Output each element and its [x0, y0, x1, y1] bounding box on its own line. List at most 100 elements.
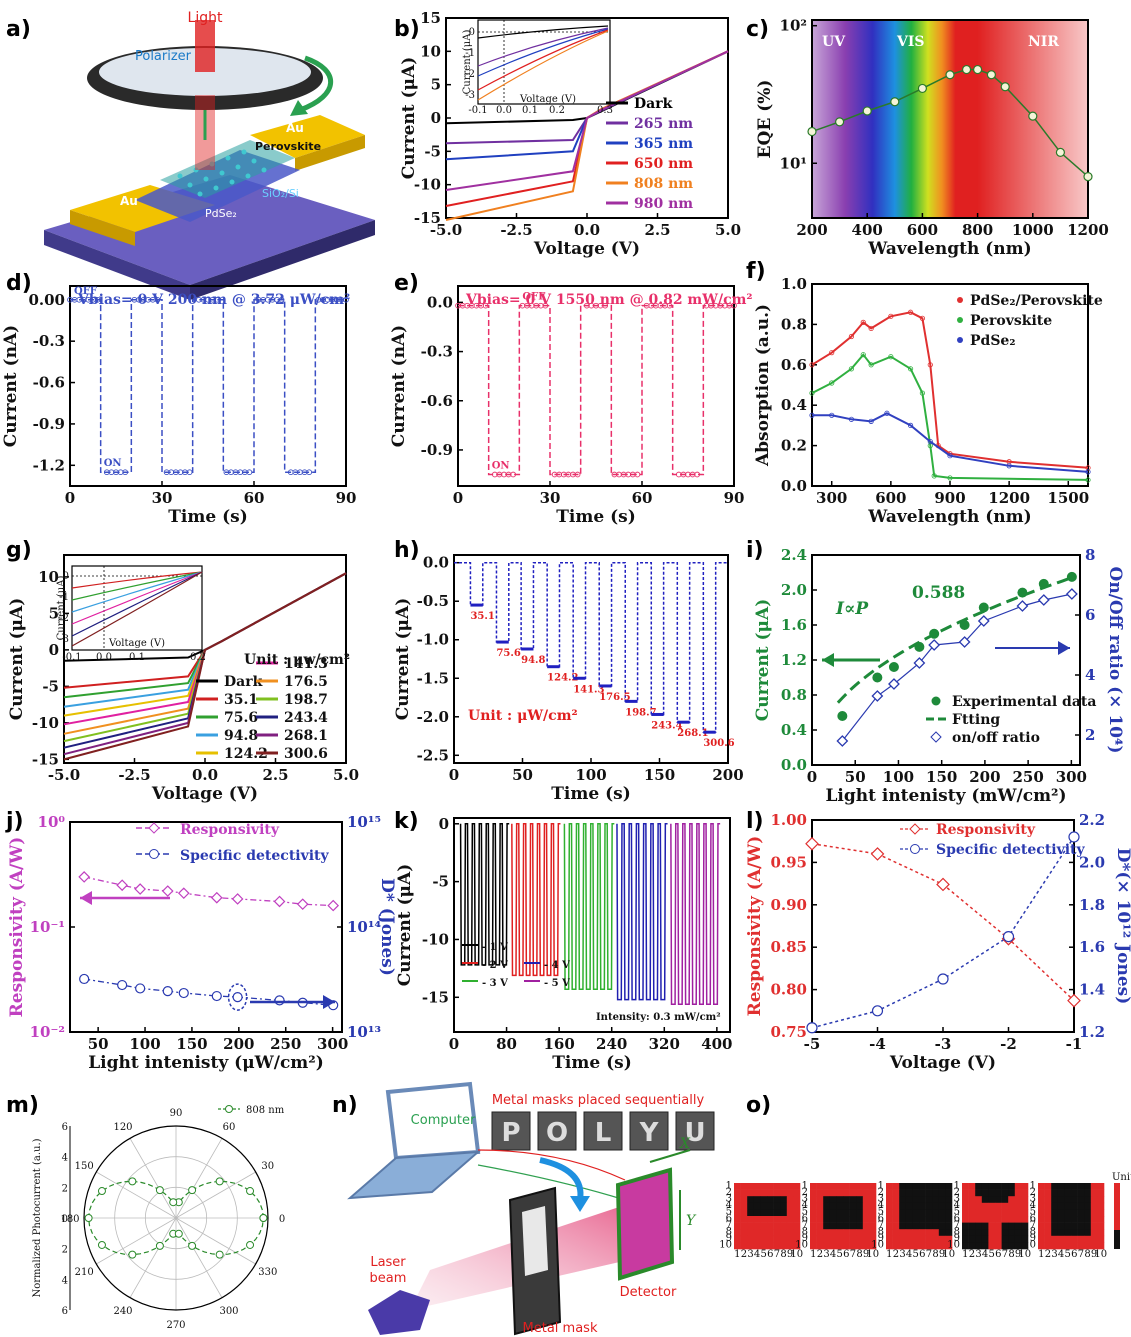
x-tick-label-f-2: 900	[934, 489, 965, 507]
legend-label-f-1: Perovskite	[970, 313, 1052, 329]
heatmap-ytick-L-8: 9	[878, 1233, 884, 1244]
y-tick-label-f-3: 0.6	[781, 356, 807, 374]
heatmap-cell-O-3-4	[836, 1202, 844, 1210]
heatmap-cell-O-9-0	[810, 1242, 817, 1250]
panel-label-c: c)	[746, 17, 769, 42]
heatmap-ytick-L-6: 7	[878, 1220, 884, 1231]
polar-radial-tick-4: 2	[62, 1245, 68, 1256]
heatmap-cell-U-0-2	[1051, 1183, 1059, 1190]
power-law-exponent: 0.588	[912, 583, 965, 603]
legend-marker-l-0	[909, 823, 921, 835]
heatmap-cell-P-7-0	[734, 1229, 741, 1237]
heatmap-ytick-P-1: 2	[726, 1187, 732, 1198]
heatmap-cell-Y-5-0	[962, 1216, 969, 1223]
heatmap-cell-U-9-2	[1051, 1242, 1059, 1250]
eqe-point-2	[862, 106, 872, 116]
heatmap-cell-L-3-9	[945, 1202, 953, 1210]
inset-b-curve-365	[477, 28, 609, 77]
absorption-point-0-5	[888, 313, 894, 319]
x-axis-label-g: Voltage (V)	[151, 784, 258, 804]
heatmap-cell-P-4-6	[773, 1209, 781, 1217]
polar-angle-label-4: 330	[258, 1267, 277, 1278]
heatmap-cell-P-0-7	[780, 1183, 788, 1190]
legend-marker-l-1	[910, 844, 920, 854]
heatmap-cell-L-5-9	[945, 1216, 953, 1223]
heatmap-cell-P-1-5	[767, 1189, 774, 1197]
arrowhead-right-i	[1058, 641, 1070, 655]
mask-tile-o	[537, 1111, 577, 1151]
heatmap-cell-O-1-5	[843, 1189, 850, 1197]
heatmap-cell-O-4-2	[823, 1209, 831, 1217]
heatmap-ytick-L-9: 10	[871, 1240, 884, 1251]
y-tick-label-d-0: 0.00	[28, 291, 65, 309]
heatmap-cell-P-4-1	[740, 1209, 748, 1217]
heatmap-cell-U-2-0	[1038, 1196, 1045, 1204]
x-tick-label-c-5: 1200	[1067, 221, 1109, 239]
heatmap-cell-P-1-0	[734, 1189, 741, 1197]
colorbar-label: Unit	[1112, 1172, 1131, 1183]
heatmap-ytick-O-2: 3	[802, 1194, 808, 1205]
x-axis-label-b: Voltage (V)	[533, 239, 640, 259]
heatmap-cell-P-3-8	[786, 1202, 794, 1210]
inset-b-ytick-1: -1	[465, 48, 475, 59]
heatmap-cell-U-9-3	[1057, 1242, 1065, 1250]
data-point-e-180	[510, 471, 517, 478]
heatmap-cell-L-9-6	[925, 1242, 933, 1250]
heatmap-ytick-Y-2: 3	[954, 1194, 960, 1205]
inset-b-xtick-1: 0.0	[496, 105, 512, 116]
heatmap-cell-P-0-4	[760, 1183, 768, 1190]
heatmap-cell-U-1-3	[1057, 1189, 1065, 1197]
absorption-point-0-8	[927, 362, 933, 368]
band-nir-label: NIR	[1028, 34, 1059, 50]
polar-spoke-60	[175, 1138, 223, 1219]
current-point-i-8	[1038, 578, 1049, 589]
x-tick-label-k-1: 80	[496, 1035, 517, 1053]
plot-frame-e	[457, 285, 735, 487]
heatmap-ytick-Y-0: 1	[954, 1180, 960, 1191]
label-light: Light	[188, 10, 223, 26]
heatmap-cell-L-5-1	[892, 1216, 900, 1223]
y-tick-label-j-1: 10⁻¹	[30, 918, 65, 936]
heatmap-cell-U-7-9	[1097, 1229, 1105, 1237]
ratio-point-i-2	[888, 678, 900, 690]
heatmap-cell-O-7-9	[869, 1229, 877, 1237]
responsivity-point-j-1	[116, 879, 128, 892]
heatmap-cell-O-2-3	[829, 1196, 837, 1204]
heatmap-cell-L-3-0	[886, 1202, 893, 1210]
y-tick-label-d-3: -0.9	[33, 415, 65, 433]
heatmap-cell-O-5-0	[810, 1216, 817, 1223]
heatmap-cell-P-3-3	[753, 1202, 761, 1210]
legend-swatch-i-0	[931, 696, 941, 706]
mask-letter-p: P	[501, 1118, 520, 1148]
heatmap-cell-P-8-4	[760, 1235, 768, 1243]
responsivity-point-j-3	[161, 885, 174, 897]
heatmap-cell-U-9-0	[1038, 1242, 1045, 1250]
heatmap-cell-U-4-2	[1051, 1209, 1059, 1217]
heatmap-xtick-Y-1: 2	[969, 1249, 975, 1260]
heatmap-xtick-U-1: 2	[1045, 1249, 1051, 1260]
x-tick-label-g-1: -2.5	[118, 766, 150, 784]
heatmap-cell-U-4-4	[1064, 1209, 1072, 1217]
heatmap-cell-L-4-6	[925, 1209, 933, 1217]
mask-tile-u	[675, 1111, 715, 1151]
x-axis-label-f: Wavelength (nm)	[867, 507, 1031, 527]
polar-spoke-120	[129, 1138, 177, 1219]
band-uv-label: UV	[822, 34, 846, 50]
substrate-top	[44, 175, 375, 285]
legend-label-k-2: - 3 V	[482, 978, 508, 989]
ratio-point-i-7	[1016, 600, 1029, 612]
heatmap-cell-Y-7-7	[1008, 1229, 1016, 1237]
heatmap-cell-U-9-1	[1044, 1242, 1052, 1250]
heatmap-xtick-Y-6: 7	[1002, 1249, 1008, 1260]
heatmap-cell-O-1-1	[816, 1189, 824, 1197]
chart-f-absorption: 300 600 900 1200 1500 0.0 0.2 0.4 0.6 0.8 1.0 Wavel…	[753, 275, 1103, 527]
panel-label-e: e)	[394, 271, 419, 296]
legend-label-g-0: Dark	[224, 674, 263, 690]
y2-tick-label-j-1: 10¹⁴	[347, 918, 381, 936]
heatmap-cell-U-6-3	[1057, 1222, 1065, 1230]
heatmap-ytick-O-0: 1	[802, 1180, 808, 1191]
x-tick-label-h-4: 200	[712, 766, 743, 784]
heatmap-cell-Y-9-5	[995, 1242, 1002, 1250]
inset-g: -0.1 0.0 0.1 0.2 Voltage (V) Current (μA…	[56, 565, 206, 663]
heatmap-cell-O-8-2	[823, 1235, 831, 1243]
